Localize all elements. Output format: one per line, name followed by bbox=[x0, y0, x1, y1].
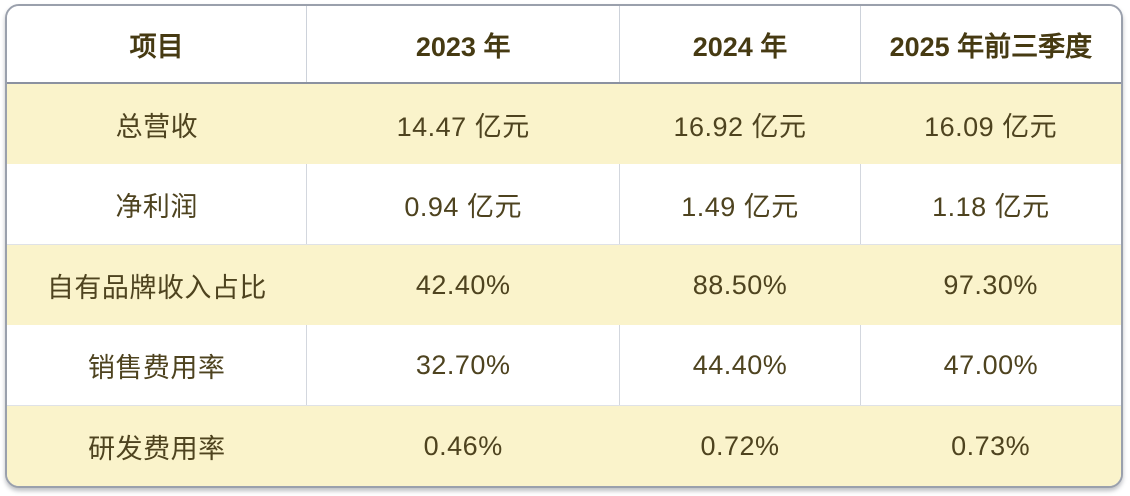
table-row: 自有品牌收入占比 42.40% 88.50% 97.30% bbox=[7, 244, 1121, 326]
cell-value: 42.40% bbox=[306, 244, 620, 326]
cell-value: 44.40% bbox=[619, 325, 861, 407]
cell-value: 32.70% bbox=[306, 325, 621, 407]
column-header-item: 项目 bbox=[7, 6, 308, 84]
column-header-2025q3: 2025 年前三季度 bbox=[860, 6, 1121, 84]
cell-value: 0.73% bbox=[860, 405, 1121, 486]
cell-value: 97.30% bbox=[860, 244, 1121, 326]
table-row: 销售费用率 32.70% 44.40% 47.00% bbox=[7, 325, 1121, 407]
cell-value: 1.18 亿元 bbox=[860, 164, 1121, 246]
cell-value: 16.09 亿元 bbox=[860, 83, 1121, 165]
cell-value: 14.47 亿元 bbox=[306, 83, 620, 165]
row-label: 净利润 bbox=[7, 164, 308, 246]
header-row: 项目 2023 年 2024 年 2025 年前三季度 bbox=[7, 6, 1121, 84]
cell-value: 47.00% bbox=[860, 325, 1121, 407]
row-label: 研发费用率 bbox=[7, 405, 307, 486]
cell-value: 0.94 亿元 bbox=[306, 164, 621, 246]
cell-value: 0.46% bbox=[306, 405, 620, 486]
table-row: 总营收 14.47 亿元 16.92 亿元 16.09 亿元 bbox=[7, 83, 1121, 165]
cell-value: 1.49 亿元 bbox=[619, 164, 861, 246]
cell-value: 0.72% bbox=[619, 405, 861, 486]
row-label: 自有品牌收入占比 bbox=[7, 244, 307, 326]
cell-value: 88.50% bbox=[619, 244, 861, 326]
column-header-2023: 2023 年 bbox=[306, 6, 621, 84]
column-header-2024: 2024 年 bbox=[619, 6, 861, 84]
cell-value: 16.92 亿元 bbox=[619, 83, 861, 165]
financial-table: 项目 2023 年 2024 年 2025 年前三季度 总营收 14.47 亿元… bbox=[7, 6, 1121, 486]
row-label: 总营收 bbox=[7, 83, 307, 165]
table-row: 净利润 0.94 亿元 1.49 亿元 1.18 亿元 bbox=[7, 164, 1121, 246]
table-row: 研发费用率 0.46% 0.72% 0.73% bbox=[7, 405, 1121, 486]
financial-table-card: 项目 2023 年 2024 年 2025 年前三季度 总营收 14.47 亿元… bbox=[5, 4, 1123, 488]
row-label: 销售费用率 bbox=[7, 325, 308, 407]
